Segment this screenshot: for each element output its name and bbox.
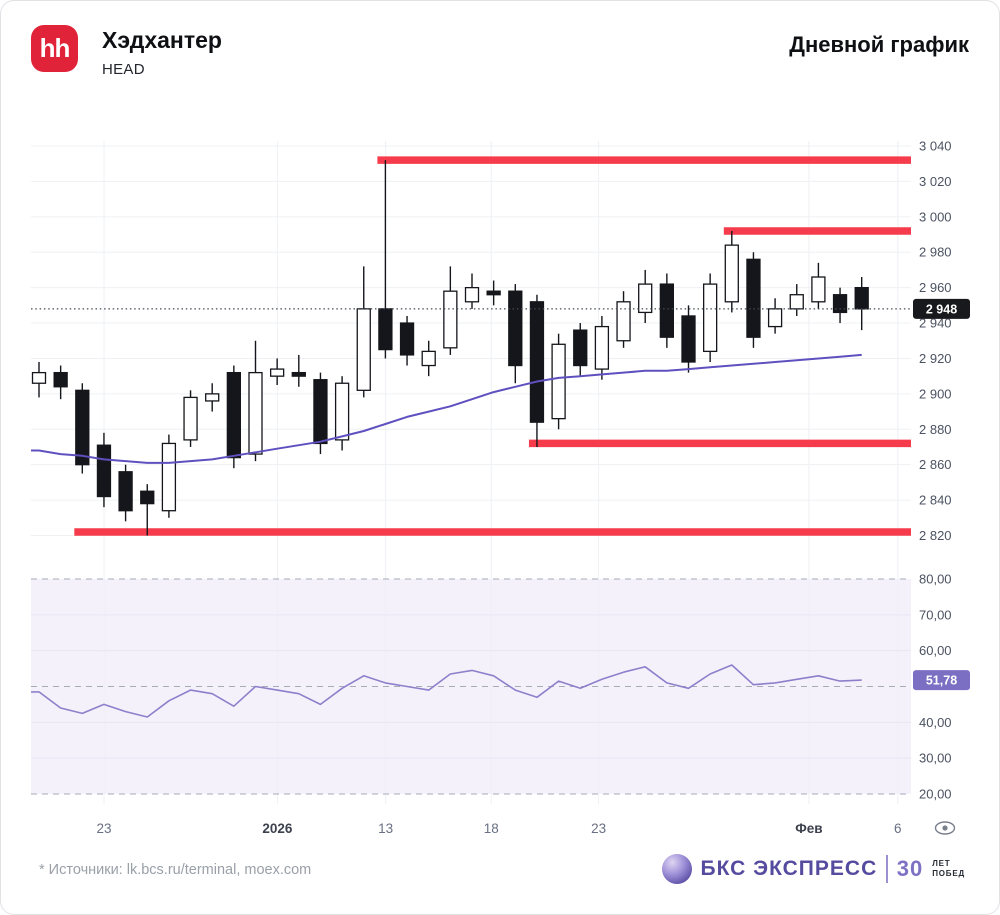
svg-text:2 900: 2 900 [919, 386, 952, 401]
svg-text:13: 13 [378, 821, 393, 836]
rsi-value-badge: 51,78 [913, 670, 970, 691]
anniversary-number: 30 [896, 856, 924, 881]
price-axis-labels: 3 040 3 020 3 000 2 980 2 960 2 940 2 920 2 900… [919, 139, 952, 544]
svg-text:2 860: 2 860 [919, 457, 952, 472]
svg-text:2 960: 2 960 [919, 280, 952, 295]
svg-text:30,00: 30,00 [919, 751, 952, 766]
svg-text:Фев: Фев [795, 821, 822, 836]
svg-text:2 980: 2 980 [919, 245, 952, 260]
bcs-brand: БКС ЭКСПРЕСС 30 ЛЕТ ПОБЕД [661, 854, 965, 884]
svg-text:51,78: 51,78 [926, 674, 957, 688]
svg-text:80,00: 80,00 [919, 572, 952, 587]
bcs-brand-name: БКС ЭКСПРЕСС [700, 857, 878, 880]
footer: * Источники: lk.bcs.ru/terminal, moex.co… [1, 846, 999, 906]
x-axis-labels: 23 2026 13 18 23 Фев 6 [97, 821, 902, 836]
svg-text:3 040: 3 040 [919, 139, 952, 154]
hh-logo-text: hh [39, 33, 71, 63]
svg-text:18: 18 [484, 821, 499, 836]
rsi-axis-labels: 80,00 70,00 60,00 40,00 30,00 20,00 [919, 572, 952, 802]
candlestick-series [31, 160, 869, 536]
sources-note: * Источники: lk.bcs.ru/terminal, moex.co… [39, 862, 312, 878]
moving-average-line [31, 353, 862, 464]
rsi-line [31, 664, 862, 718]
svg-text:3 020: 3 020 [919, 174, 952, 189]
svg-text:40,00: 40,00 [919, 715, 952, 730]
last-price-badge: 2 948 [913, 298, 970, 319]
visibility-eye-icon[interactable] [934, 821, 956, 835]
anniversary-caption-line2: ПОБЕД [932, 869, 965, 878]
svg-text:23: 23 [591, 821, 606, 836]
instrument-titles: Хэдхантер HEAD [102, 27, 222, 78]
svg-text:2 940: 2 940 [919, 316, 952, 331]
svg-text:2 948: 2 948 [926, 302, 957, 316]
svg-text:60,00: 60,00 [919, 643, 952, 658]
svg-text:2 840: 2 840 [919, 493, 952, 508]
gridlines [31, 141, 911, 804]
svg-text:70,00: 70,00 [919, 607, 952, 622]
svg-text:2 880: 2 880 [919, 422, 952, 437]
svg-text:2 820: 2 820 [919, 528, 952, 543]
instrument-name: Хэдхантер [102, 27, 222, 53]
svg-text:2026: 2026 [262, 821, 293, 836]
bcs-logo-icon [661, 854, 692, 884]
header: hh Хэдхантер HEAD Дневной график [1, 1, 999, 101]
svg-text:23: 23 [97, 821, 112, 836]
svg-text:3 000: 3 000 [919, 209, 952, 224]
svg-text:2 920: 2 920 [919, 351, 952, 366]
key-level-lines [74, 156, 911, 536]
svg-text:20,00: 20,00 [919, 787, 952, 802]
svg-text:6: 6 [894, 821, 902, 836]
brand-divider [886, 855, 888, 883]
anniversary-caption: ЛЕТ ПОБЕД [932, 859, 965, 879]
instrument-ticker: HEAD [102, 60, 145, 78]
chart-period-title: Дневной график [789, 32, 969, 57]
anniversary-caption-line1: ЛЕТ [932, 859, 951, 868]
hh-logo: hh [31, 25, 78, 72]
